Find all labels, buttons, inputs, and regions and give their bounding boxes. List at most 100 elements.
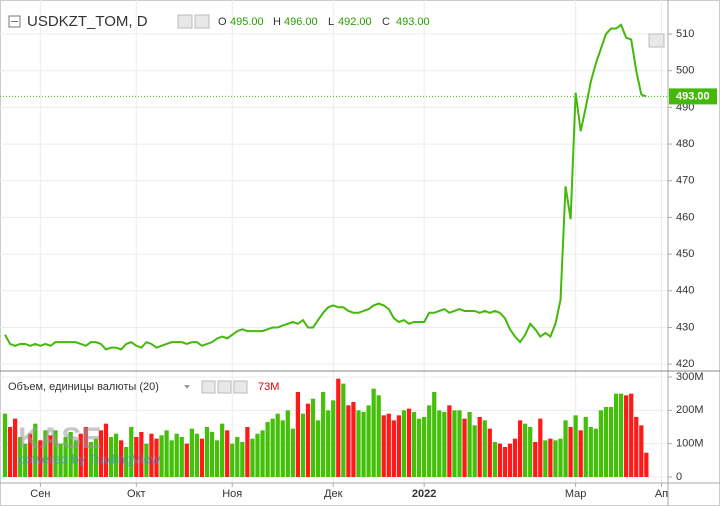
volume-bar <box>497 443 503 477</box>
settings-button[interactable] <box>194 14 210 29</box>
volume-bar <box>179 437 184 477</box>
volume-bar <box>220 423 225 477</box>
volume-bar <box>502 447 508 477</box>
volume-bar <box>260 430 265 477</box>
eye-button[interactable] <box>177 14 193 29</box>
volume-bar <box>437 410 442 477</box>
x-tick-label: Ап <box>655 488 668 500</box>
volume-bar <box>235 437 240 477</box>
volume-bar <box>240 442 245 477</box>
volume-bar <box>482 420 487 477</box>
volume-bar <box>204 427 210 477</box>
volume-bar <box>315 420 321 477</box>
y-tick-label: 480 <box>676 138 694 150</box>
volume-bar <box>18 437 23 477</box>
volume-bar <box>634 417 639 477</box>
marks <box>0 23 668 477</box>
volume-bar <box>169 440 174 477</box>
volume-bar <box>416 418 422 477</box>
x-tick-label: Окт <box>127 488 146 500</box>
volume-bar <box>401 410 407 477</box>
volume-menu[interactable] <box>184 385 190 389</box>
volume-bar <box>593 428 598 477</box>
volume-bar <box>326 410 331 477</box>
volume-last: 73M <box>258 381 279 393</box>
volume-bar <box>427 405 432 477</box>
y-tick-label: 200M <box>676 404 704 416</box>
volume-bar <box>391 420 396 477</box>
scale-button[interactable] <box>648 33 665 48</box>
volume-bar <box>270 418 275 477</box>
volume-bar <box>300 413 306 477</box>
volume-bar <box>573 415 578 477</box>
volume-bar <box>356 410 361 477</box>
volume-bar <box>528 427 533 477</box>
volume-bar <box>538 418 543 477</box>
price-line <box>4 23 647 351</box>
volume-bar <box>33 423 38 477</box>
volume-bar <box>209 432 215 477</box>
volume-bar <box>376 395 381 477</box>
volume-bar <box>371 388 376 477</box>
volume-bar <box>174 433 179 477</box>
volume-title: Объем, единицы валюты (20) <box>8 381 159 393</box>
volume-bar <box>553 440 558 477</box>
volume-bar <box>507 443 513 477</box>
volume-bar <box>164 430 169 477</box>
ohlc-name: H <box>273 16 281 28</box>
x-tick-label: Мар <box>565 488 587 500</box>
volume-bar <box>361 412 366 477</box>
volume-bar <box>487 428 492 477</box>
volume-bar <box>159 435 164 477</box>
close-button[interactable] <box>233 380 248 394</box>
symbol-title: USDKZT_TOM, D <box>27 13 148 30</box>
volume-bar <box>406 408 412 477</box>
volume-bar <box>225 430 230 477</box>
ohlc-name: C <box>382 16 390 28</box>
volume-bar <box>245 427 250 477</box>
ohlc-name: O <box>218 16 227 28</box>
volume-bar <box>457 410 462 477</box>
volume-bar <box>53 430 58 477</box>
volume-bar <box>462 418 467 477</box>
ohlc-name: L <box>328 16 334 28</box>
volume-bar <box>472 425 477 477</box>
volume-bar <box>48 435 53 477</box>
y-tick-label: 430 <box>676 321 694 333</box>
volume-bar <box>396 415 402 477</box>
volume-bar <box>447 405 452 477</box>
volume-bar <box>124 447 129 477</box>
volume-bar <box>189 428 194 477</box>
volume-bar <box>103 423 109 477</box>
volume-bar <box>512 438 518 477</box>
volume-bar <box>351 402 356 477</box>
volume-bar <box>411 412 417 477</box>
volume-bar <box>199 438 205 477</box>
volume-bar <box>477 417 482 477</box>
volume-bar <box>321 392 326 477</box>
volume-bar <box>290 428 295 477</box>
volume-bar <box>618 393 624 477</box>
volume-bar <box>285 410 290 477</box>
settings-button[interactable] <box>217 380 232 394</box>
volume-bar <box>78 433 83 477</box>
volume-bar <box>144 443 149 477</box>
y-tick-label: 460 <box>676 211 694 223</box>
volume-bar <box>644 452 649 477</box>
x-tick-label: Дек <box>324 488 343 500</box>
volume-bar <box>265 422 270 477</box>
eye-button[interactable] <box>201 380 216 394</box>
volume-bar <box>108 437 114 477</box>
volume-bar <box>83 427 88 477</box>
volume-bar <box>295 392 301 477</box>
volume-bar <box>38 440 43 477</box>
volume-bar <box>381 415 386 477</box>
volume-bar <box>113 433 119 477</box>
volume-bar <box>305 403 311 477</box>
volume-bar <box>422 417 427 477</box>
volume-bar <box>255 433 260 477</box>
volume-bar <box>68 432 73 477</box>
y-tick-label: 510 <box>676 28 694 40</box>
volume-bar <box>275 413 280 477</box>
